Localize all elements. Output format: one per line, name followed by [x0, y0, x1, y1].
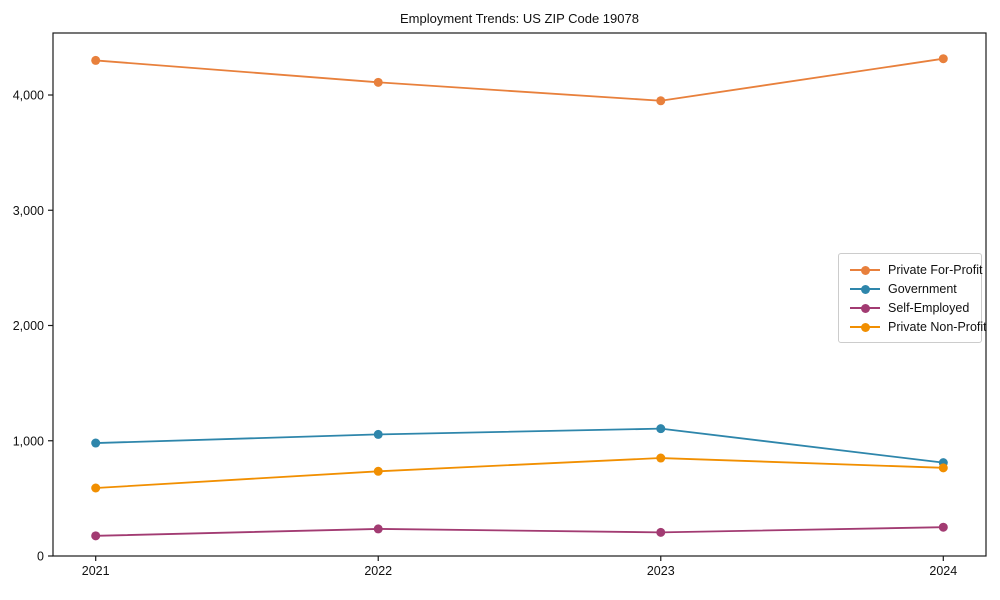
legend-marker-icon — [850, 265, 880, 275]
data-point-private-non-profit-2024 — [938, 463, 948, 473]
chart-title: Employment Trends: US ZIP Code 19078 — [400, 11, 639, 26]
data-point-private-non-profit-2022 — [373, 466, 383, 476]
x-tick-label: 2024 — [929, 564, 957, 578]
legend-label: Private Non-Profit — [888, 320, 987, 334]
x-tick-label: 2022 — [364, 564, 392, 578]
data-point-private-for-profit-2024 — [938, 54, 948, 64]
data-point-private-for-profit-2021 — [91, 55, 101, 65]
legend-item-self-employed: Self-Employed — [845, 299, 975, 317]
series-line-private-for-profit — [94, 57, 945, 102]
data-point-private-for-profit-2023 — [656, 96, 666, 106]
series-line-government — [94, 427, 945, 464]
legend-marker-icon — [850, 322, 880, 332]
legend-item-government: Government — [845, 280, 975, 298]
plot-border — [52, 32, 987, 557]
series-line-self-employed — [94, 526, 945, 537]
legend-label: Self-Employed — [888, 301, 970, 315]
y-tick-label: 0 — [37, 550, 44, 564]
data-point-private-non-profit-2021 — [91, 483, 101, 493]
data-point-self-employed-2024 — [938, 522, 948, 532]
y-tick-label: 3,000 — [13, 204, 44, 218]
data-point-self-employed-2022 — [373, 524, 383, 534]
x-tick-label: 2021 — [82, 564, 110, 578]
data-point-self-employed-2023 — [656, 527, 666, 537]
legend: Private For-Profit Government Self-Employe… — [838, 253, 987, 343]
legend-marker-icon — [850, 303, 880, 313]
legend-item-private-non-profit: Private Non-Profit — [845, 318, 987, 336]
data-point-private-for-profit-2022 — [373, 77, 383, 87]
data-point-government-2023 — [656, 424, 666, 434]
y-tick-label: 1,000 — [13, 434, 44, 448]
x-tick-label: 2023 — [647, 564, 675, 578]
y-tick-label: 2,000 — [13, 319, 44, 333]
legend-label: Private For-Profit — [888, 263, 983, 277]
data-point-private-non-profit-2023 — [656, 453, 666, 463]
series-line-private-non-profit — [94, 457, 945, 489]
data-point-government-2022 — [373, 429, 383, 439]
data-point-self-employed-2021 — [91, 531, 101, 541]
legend-marker-icon — [850, 284, 880, 294]
data-point-government-2021 — [91, 438, 101, 448]
legend-item-private-for-profit: Private For-Profit — [845, 261, 982, 279]
y-tick-label: 4,000 — [13, 89, 44, 103]
legend-label: Government — [888, 282, 957, 296]
